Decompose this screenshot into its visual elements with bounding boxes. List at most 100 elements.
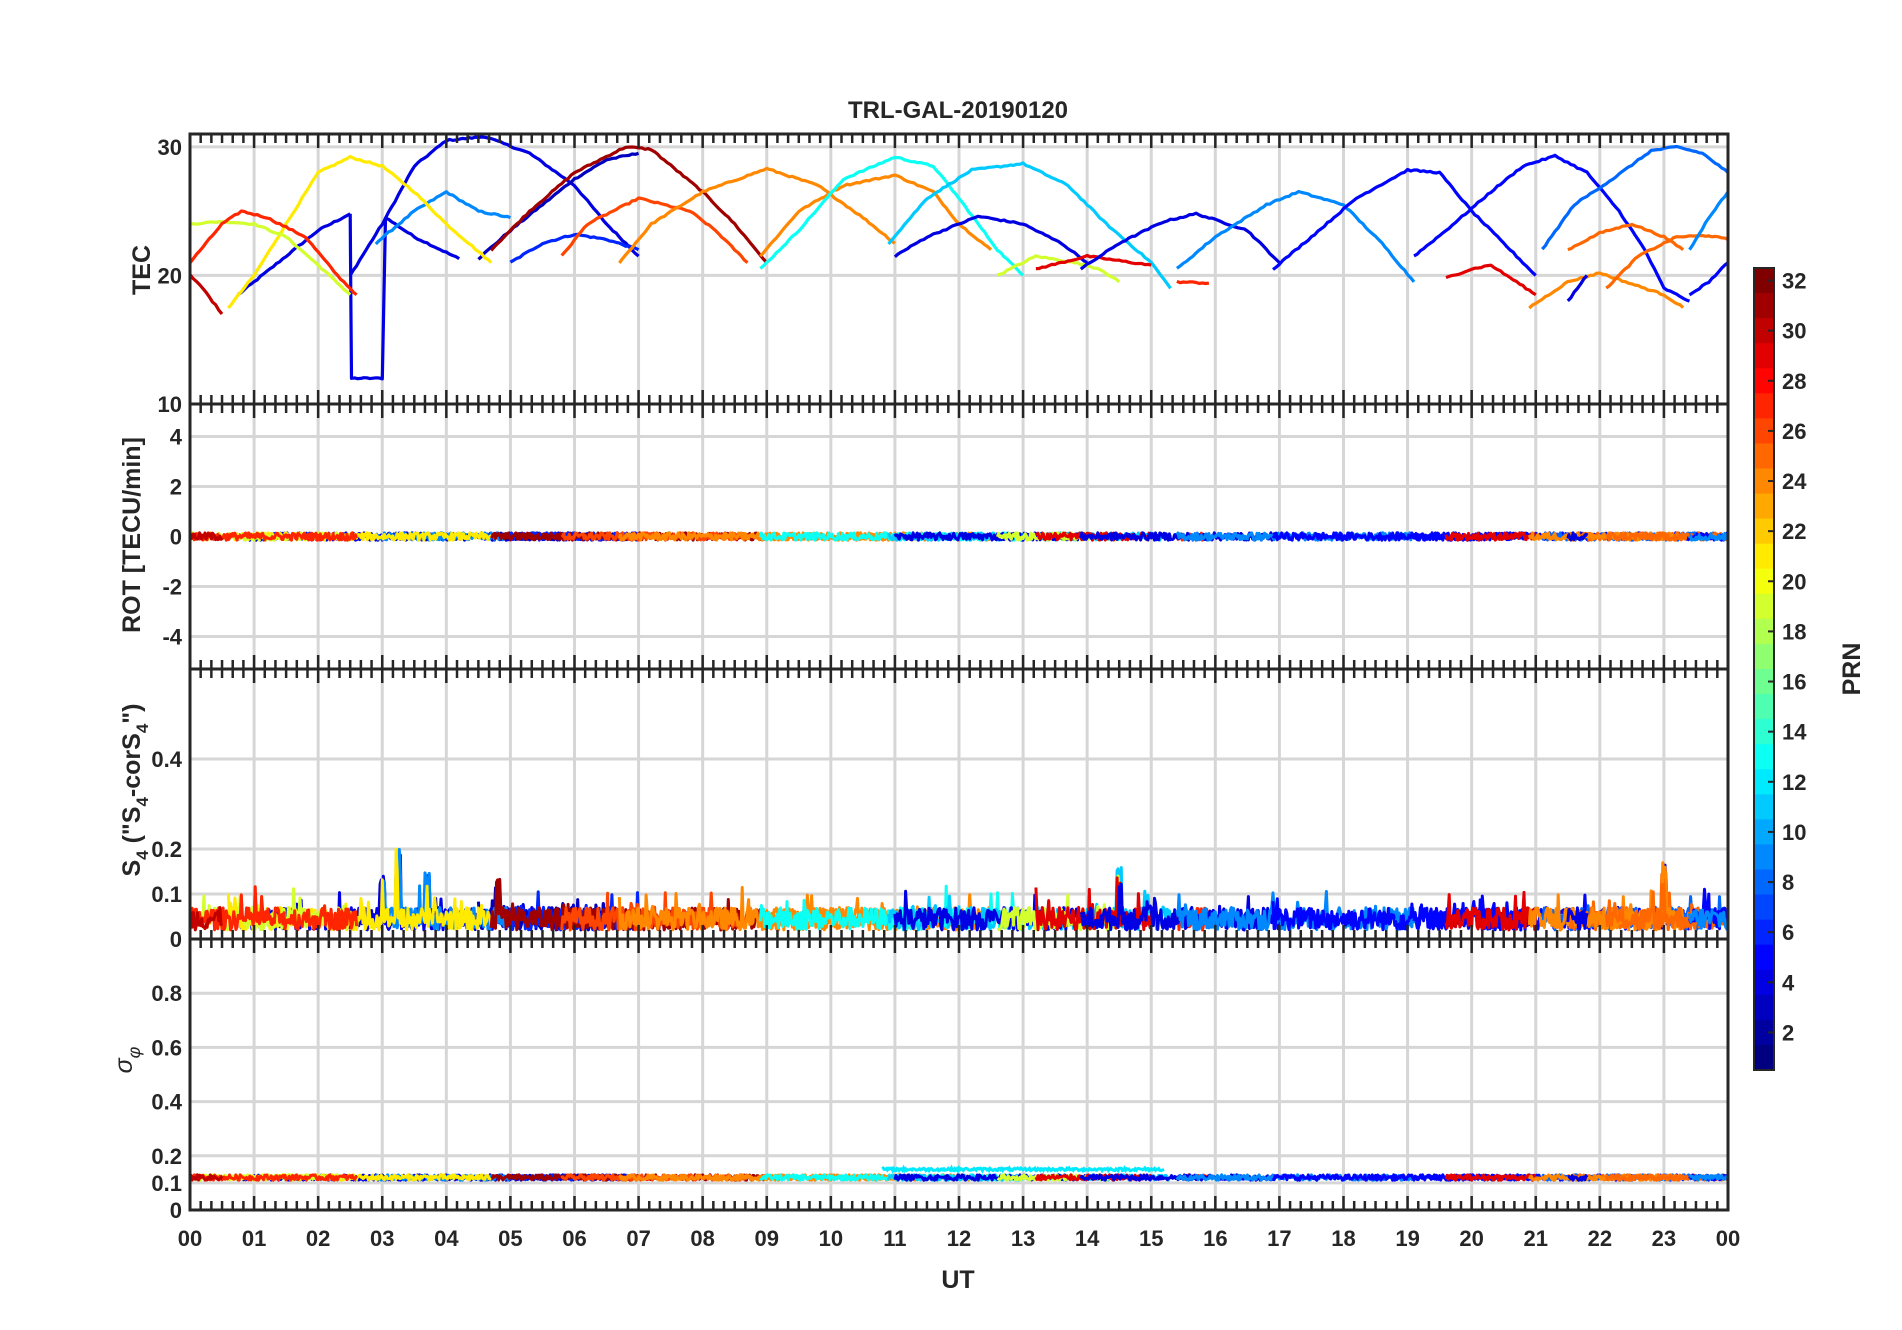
x-tick-label: 16 [1203,1226,1227,1251]
colorbar-tick-label: 20 [1782,569,1806,594]
y-tick-label: 0.6 [151,1035,182,1060]
colorbar-segment [1754,694,1774,720]
colorbar-segment [1754,493,1774,520]
tec-arc-prn-9 [1175,189,1416,283]
panel-data [190,531,1728,542]
sigma-phi-axis-label: σφ [110,1046,144,1073]
colorbar-segment [1754,268,1774,294]
colorbar-segment [1754,994,1774,1021]
y-tick-label: 0.8 [151,981,182,1006]
colorbar-segment [1754,368,1774,394]
panel-frame [188,937,1730,1212]
x-tick-label: 18 [1331,1226,1355,1251]
tec-arc-prn-5 [1413,153,1691,303]
colorbar-segment [1754,593,1774,620]
x-tick-label: 19 [1395,1226,1419,1251]
tec-arc-prn-5 [1272,167,1537,277]
tec-arc-prn-9 [1688,191,1728,251]
y-tick-label: 4 [170,425,183,450]
colorbar-segment [1754,669,1774,695]
x-tick-label: 00 [1716,1226,1740,1251]
tec-arc-prn-4 [237,212,352,296]
x-tick-label: 12 [947,1226,971,1251]
sigma-elevated-series [881,1164,1165,1175]
panel-data [190,847,1728,932]
tec-arc-prn-4 [1566,274,1589,303]
series-prn-29 [1444,531,1537,542]
tec-arc-prn-8 [1541,144,1728,251]
series-prn-30 [190,906,224,932]
chart-title: TRL-GAL-20190120 [848,97,1068,124]
tec-arc-prn-5 [1688,261,1728,297]
colorbar-segment [1754,769,1774,795]
x-tick-label: 21 [1524,1226,1548,1251]
colorbar-tick-label: 16 [1782,670,1806,695]
colorbar-segment [1754,919,1774,946]
tec-arc-prn-4 [893,214,1088,265]
tec-arc-prn-30 [190,273,224,316]
tec-arc-prn-9 [374,190,511,246]
series-prn-9 [1688,1174,1728,1182]
colorbar-segment [1754,894,1774,921]
y-tick-label: 0.1 [151,882,182,907]
x-tick-label: 20 [1459,1226,1483,1251]
series-prn-27 [190,531,359,542]
colorbar-tick-label: 26 [1782,419,1806,444]
tec-arc-prn-29 [1035,253,1152,271]
colorbar-tick-label: 6 [1782,920,1794,945]
tec-arc-prn-19 [997,254,1121,284]
tec-arc-prn-13 [759,156,1025,277]
colorbar-tick-label: 14 [1782,720,1807,745]
colorbar-tick-label: 4 [1782,970,1795,995]
x-tick-label: 15 [1139,1226,1163,1251]
x-tick-label: 17 [1267,1226,1291,1251]
colorbar-segment [1754,568,1774,595]
panel-0: 10 20 30 [158,132,1730,417]
series-prn-29 [1444,1173,1537,1182]
y-tick-label: 0 [170,927,182,952]
y-tick-label: 10 [158,392,182,417]
colorbar-segment [1754,618,1774,645]
colorbar-segment [1754,443,1774,470]
y-tick-label: 0 [170,1198,182,1223]
series-prn-4 [1566,906,1589,931]
x-tick-label: 23 [1652,1226,1676,1251]
colorbar-tick-label: 24 [1782,469,1807,494]
tec-arc-prn-27 [190,209,358,296]
colorbar-tick-label: 8 [1782,870,1794,895]
series-prn-9 [1688,531,1728,542]
colorbar-tick-label: 18 [1782,619,1806,644]
x-tick-label: 06 [562,1226,586,1251]
tec-arc-prn-4 [348,213,461,381]
x-tick-label: 00 [178,1226,202,1251]
series-prn-9 [1688,908,1728,931]
tec-arc-prn-4 [1079,211,1281,271]
colorbar-segment [1754,468,1774,495]
panel-2: 0 0.1 0.2 0.4 [151,667,1730,952]
y-tick-label: 0.4 [151,1090,182,1115]
tec-arc-prn-31 [489,145,768,264]
y-tick-label: 0.2 [151,1144,182,1169]
x-tick-label: 05 [498,1226,522,1251]
y-tick-label: 2 [170,475,182,500]
colorbar-segment [1754,393,1774,419]
colorbar-segment [1754,1019,1774,1046]
colorbar-segment [1754,969,1774,996]
y-tick-label: 0 [170,525,182,550]
rot-axis-label: ROT [TECU/min] [118,437,146,633]
colorbar-tick-label: 22 [1782,519,1806,544]
tec-arc-prn-6 [509,232,640,264]
colorbar-segment [1754,819,1774,846]
x-axis-label: UT [941,1266,974,1294]
colorbar-segment [1754,794,1774,820]
colorbar-tick-label: 32 [1782,269,1806,294]
colorbar-tick-label: 10 [1782,820,1806,845]
tec-arc-prn-4 [348,135,640,277]
y-tick-label: 0.4 [151,747,182,772]
colorbar-segment [1754,418,1774,445]
tec-arc-prn-11 [887,161,1172,290]
tec-arc-prn-26 [560,196,749,264]
